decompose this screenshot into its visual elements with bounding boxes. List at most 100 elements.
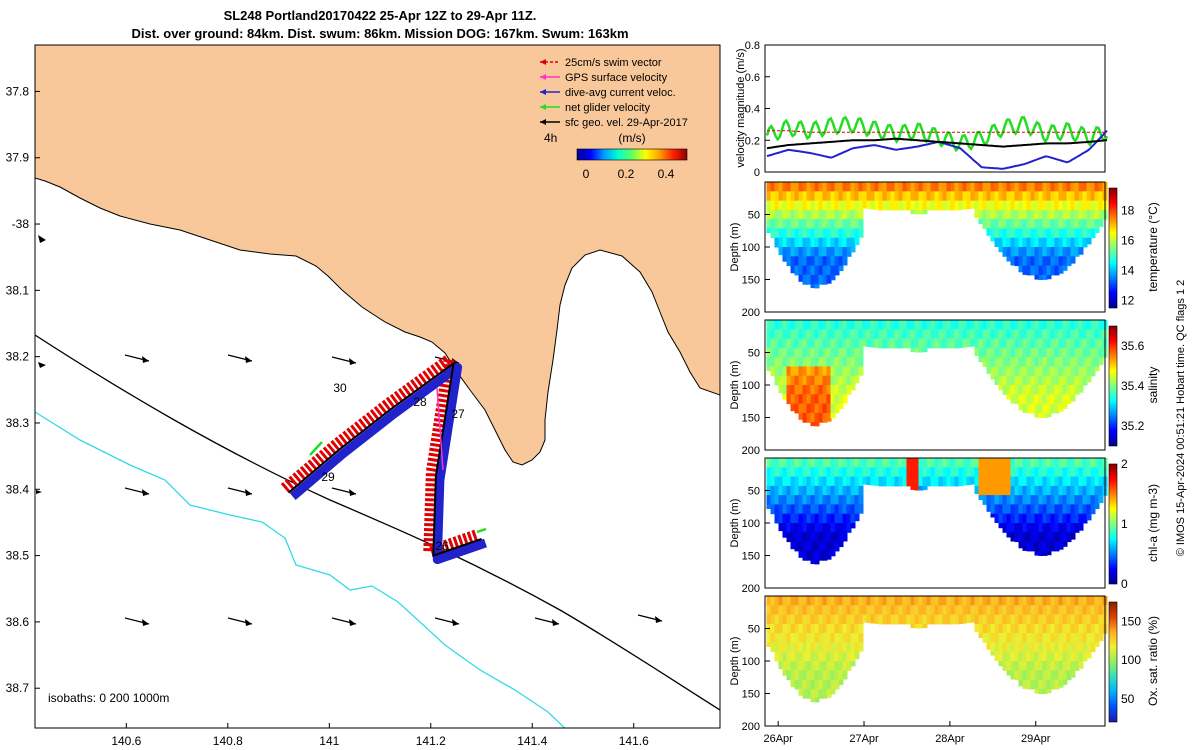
heatmap-cell xyxy=(962,614,968,624)
heatmap-cell xyxy=(942,467,948,478)
heatmap-cell xyxy=(842,614,848,625)
heatmap-cell xyxy=(1010,338,1016,349)
heatmap-cell xyxy=(1038,614,1044,625)
heatmap-cell xyxy=(974,320,980,330)
heatmap-cell xyxy=(1062,338,1068,349)
heatmap-cell xyxy=(766,642,772,647)
colorbar-title: (m/s) xyxy=(618,131,645,145)
heatmap-cell xyxy=(830,357,836,367)
heatmap-cell xyxy=(798,605,804,616)
heatmap-cell xyxy=(958,320,964,330)
heatmap-cell xyxy=(1042,329,1048,340)
heatmap-cell xyxy=(790,605,796,616)
heatmap-cell xyxy=(1058,191,1064,202)
heatmap-cell xyxy=(986,458,992,468)
heatmap-cell xyxy=(1038,347,1044,358)
heatmap-cell xyxy=(1034,182,1040,192)
heatmap-cell xyxy=(854,485,860,496)
heatmap-cell xyxy=(1038,670,1044,681)
heatmap-cell xyxy=(1078,200,1084,211)
figure-title: SL248 Portland20170422 25-Apr 12Z to 29-… xyxy=(223,8,537,23)
heatmap-cell xyxy=(942,182,948,192)
heatmap-cell xyxy=(1046,228,1052,239)
heatmap-cell xyxy=(814,320,820,330)
heatmap-cell xyxy=(1030,596,1036,606)
heatmap-cell xyxy=(778,237,784,248)
heatmap-cell xyxy=(778,504,784,515)
heatmap-cell xyxy=(778,366,784,377)
heatmap-cell xyxy=(1066,661,1072,671)
heatmap-cell xyxy=(782,523,788,533)
heatmap-cell xyxy=(822,256,828,267)
heatmap-cell xyxy=(826,623,832,634)
heatmap-cell xyxy=(1054,247,1060,257)
heatmap-cell xyxy=(790,366,796,377)
heatmap-cell xyxy=(1014,476,1020,487)
heatmap-cell xyxy=(1014,256,1020,267)
heatmap-cell xyxy=(1006,347,1012,358)
heatmap-cell xyxy=(838,605,844,616)
heatmap-cell xyxy=(826,651,832,662)
heatmap-cell xyxy=(866,458,872,468)
heatmap-cell xyxy=(822,633,828,643)
heatmap-cell xyxy=(938,200,944,211)
heatmap-cell xyxy=(966,320,972,330)
heatmap-cell xyxy=(814,523,820,533)
heatmap-cell xyxy=(1062,200,1068,211)
depth-axis-label: Depth (m) xyxy=(729,499,741,548)
heatmap-cell xyxy=(850,366,856,377)
time-tick-label: 29Apr xyxy=(1021,733,1051,745)
heatmap-cell xyxy=(1030,614,1036,625)
map-layer xyxy=(35,45,720,728)
heatmap-cell xyxy=(786,623,792,634)
heatmap-cell xyxy=(1026,320,1032,330)
heatmap-cell xyxy=(770,338,776,349)
heatmap-cell xyxy=(1026,651,1032,662)
heatmap-cell xyxy=(778,605,784,616)
heatmap-cell xyxy=(854,366,860,377)
heatmap-cell xyxy=(1058,513,1064,524)
heatmap-cell xyxy=(834,485,840,496)
heatmap-cell xyxy=(1026,228,1032,239)
heatmap-cell xyxy=(1066,394,1072,405)
heatmap-cell xyxy=(846,596,852,606)
heatmap-cell xyxy=(1082,633,1088,643)
heatmap-cell xyxy=(850,209,856,220)
heatmap-cell xyxy=(938,338,944,349)
heatmap-cell xyxy=(890,605,896,616)
heatmap-cell xyxy=(934,182,940,192)
heatmap-cell xyxy=(814,642,820,653)
heatmap-cell xyxy=(926,458,932,468)
heatmap-cell xyxy=(918,596,924,606)
heatmap-cell xyxy=(974,200,980,211)
heatmap-cell xyxy=(826,605,832,616)
heatmap-cell xyxy=(770,228,776,239)
heatmap-cell xyxy=(1006,237,1012,248)
heatmap-cell xyxy=(834,347,840,358)
heatmap-cell xyxy=(986,614,992,625)
heatmap-cell xyxy=(926,182,932,192)
heatmap-cell xyxy=(830,532,836,543)
heatmap-cell xyxy=(766,200,772,211)
heatmap-cell xyxy=(1098,467,1104,478)
heatmap-cell xyxy=(774,237,780,248)
heatmap-cell xyxy=(1054,338,1060,349)
heatmap-cell xyxy=(922,614,928,625)
velocity-series-line xyxy=(765,115,1109,153)
heatmap-cell xyxy=(814,274,820,285)
geo-velocity-arrowhead xyxy=(245,489,252,496)
heatmap-cell xyxy=(966,191,972,202)
heatmap-cell xyxy=(1070,633,1076,643)
heatmap-cell xyxy=(874,320,880,330)
heatmap-cell xyxy=(822,237,828,248)
heatmap-cell xyxy=(866,182,872,192)
heatmap-cell xyxy=(866,338,872,347)
heatmap-cell xyxy=(1098,476,1104,487)
heatmap-cell xyxy=(1074,523,1080,533)
heatmap-cell xyxy=(826,458,832,468)
heatmap-cell xyxy=(770,209,776,220)
heatmap-cell xyxy=(1070,458,1076,468)
heatmap-cell xyxy=(1018,320,1024,330)
heatmap-cell xyxy=(1078,623,1084,634)
heatmap-cell xyxy=(1006,532,1012,538)
